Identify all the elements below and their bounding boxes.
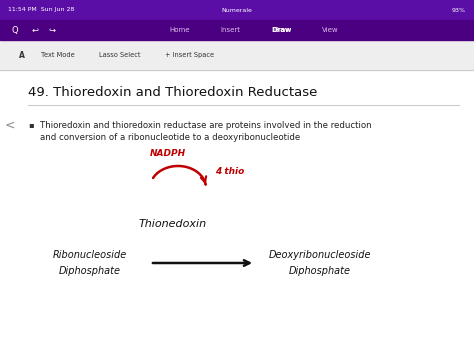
Text: Thionedoxin: Thionedoxin	[139, 219, 207, 229]
Bar	[0, 40, 474, 70]
Text: View: View	[322, 27, 338, 33]
Text: Diphosphate: Diphosphate	[289, 266, 351, 276]
Text: <: <	[5, 119, 15, 131]
Text: NADPH: NADPH	[150, 149, 186, 158]
Text: 11:54 PM  Sun Jun 28: 11:54 PM Sun Jun 28	[8, 7, 74, 12]
Text: and conversion of a ribonucleotide to a deoxyribonucleotide: and conversion of a ribonucleotide to a …	[40, 133, 300, 142]
Text: 4 thio: 4 thio	[215, 166, 245, 175]
Text: A: A	[19, 50, 25, 60]
Bar	[0, 20, 474, 40]
Text: 49. Thioredoxin and Thioredoxin Reductase: 49. Thioredoxin and Thioredoxin Reductas…	[28, 86, 318, 98]
Text: ▪: ▪	[28, 120, 34, 130]
Text: Q: Q	[12, 26, 18, 34]
Text: ↪: ↪	[48, 26, 55, 34]
Text: Diphosphate: Diphosphate	[59, 266, 121, 276]
Text: Draw: Draw	[273, 27, 291, 33]
Text: + Insert Space: + Insert Space	[165, 52, 215, 58]
Text: Lasso Select: Lasso Select	[99, 52, 141, 58]
Text: Insert: Insert	[220, 27, 240, 33]
Text: Thioredoxin and thioredoxin reductase are proteins involved in the reduction: Thioredoxin and thioredoxin reductase ar…	[40, 120, 372, 130]
Text: Ribonucleoside: Ribonucleoside	[53, 250, 127, 260]
Text: ↩: ↩	[31, 26, 38, 34]
Text: Home: Home	[170, 27, 190, 33]
Text: Deoxyribonucleoside: Deoxyribonucleoside	[269, 250, 371, 260]
Bar	[266, 20, 298, 40]
Text: 93%: 93%	[452, 7, 466, 12]
Bar	[0, 0, 474, 20]
Text: Numerale: Numerale	[221, 7, 253, 12]
Text: Draw: Draw	[272, 27, 292, 33]
Text: Text Mode: Text Mode	[41, 52, 75, 58]
